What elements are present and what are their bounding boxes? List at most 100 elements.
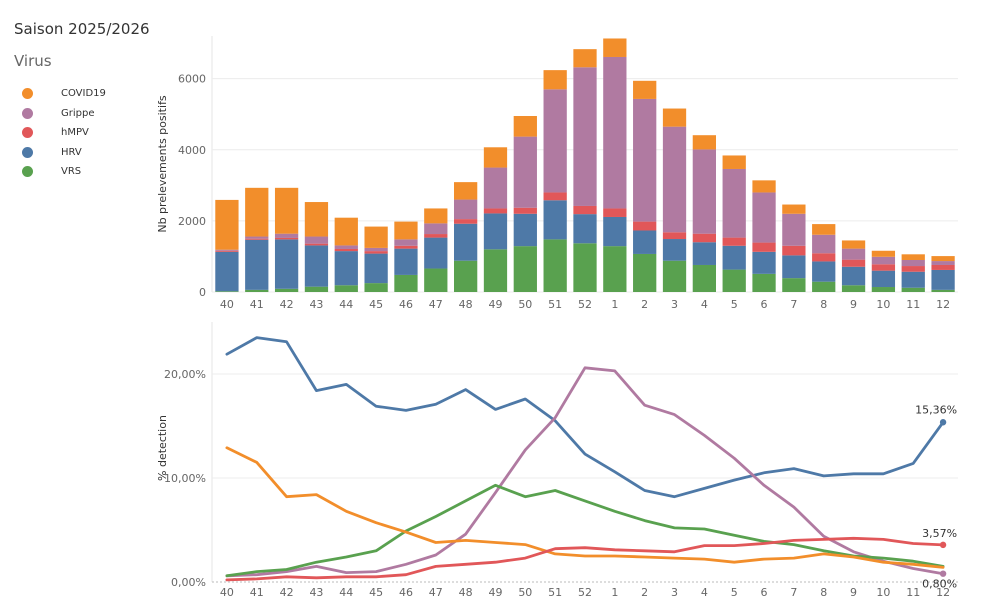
- bar-x-tick-label-11: 11: [906, 298, 920, 311]
- line-x-tick-label-49: 49: [488, 586, 502, 599]
- line-y-tick-label-10: 10,00%: [164, 472, 206, 485]
- line-y-tick-label-0: 0,00%: [171, 576, 206, 589]
- bar-hrv-week-7: [782, 255, 806, 279]
- bar-y-tick-label-0: 0: [199, 286, 206, 299]
- line-series-covid19: [225, 446, 945, 569]
- bar-covid19-week-7: [782, 204, 806, 214]
- bar-hmpv-week-44: [334, 248, 358, 252]
- bar-covid19-week-3: [662, 108, 687, 127]
- bar-covid19-week-47: [424, 208, 448, 224]
- line-series-grippe: [225, 366, 945, 578]
- legend-label-grippe: Grippe: [61, 107, 95, 119]
- bar-y-tick-label-2000: 2000: [178, 215, 206, 228]
- line-x-tick-label-46: 46: [399, 586, 413, 599]
- legend-item-vrs[interactable]: VRS: [22, 162, 106, 182]
- line-x-tick-label-41: 41: [250, 586, 264, 599]
- bar-grippe-week-4: [692, 149, 716, 234]
- legend-item-hrv[interactable]: HRV: [22, 143, 106, 163]
- legend-item-grippe[interactable]: Grippe: [22, 104, 106, 124]
- bar-x-tick-label-45: 45: [369, 298, 383, 311]
- line-end-label-hrv: 15,36%: [915, 403, 957, 416]
- bar-hrv-week-42: [274, 239, 299, 289]
- bar-grippe-week-2: [633, 98, 657, 222]
- line-x-tick-label-40: 40: [220, 586, 234, 599]
- bar-covid19-week-50: [513, 116, 537, 137]
- bar-vrs-week-51: [543, 239, 567, 292]
- line-end-label-grippe: 0,80%: [922, 578, 957, 591]
- bar-vrs-week-52: [573, 243, 597, 292]
- legend-swatch-vrs: [22, 166, 33, 178]
- line-x-tick-label-5: 5: [731, 586, 738, 599]
- bar-hrv-week-9: [841, 266, 866, 286]
- bar-covid19-week-10: [871, 250, 896, 257]
- bar-vrs-week-44: [334, 285, 358, 292]
- line-x-tick-label-45: 45: [369, 586, 383, 599]
- line-x-tick-label-11: 11: [906, 586, 920, 599]
- line-x-tick-label-8: 8: [820, 586, 827, 599]
- bar-grippe-week-6: [752, 192, 776, 243]
- bar-grippe-week-47: [424, 223, 448, 235]
- bar-hrv-week-43: [304, 245, 329, 287]
- bar-hmpv-week-2: [633, 221, 657, 231]
- bar-hmpv-week-40: [215, 250, 239, 252]
- bar-hrv-week-6: [752, 251, 776, 274]
- bar-hrv-week-2: [633, 230, 657, 254]
- bar-hmpv-week-3: [662, 232, 687, 240]
- bar-grippe-week-10: [871, 256, 896, 265]
- bar-vrs-week-41: [245, 289, 269, 292]
- bar-hmpv-week-8: [812, 253, 836, 262]
- stacked-bar-chart: 0 2000 4000 6000 Nb prelevements positifs 40 4…: [156, 36, 958, 311]
- bar-covid19-week-1: [603, 38, 627, 57]
- bar-hmpv-week-48: [454, 219, 478, 224]
- bar-grippe-week-5: [722, 168, 746, 238]
- line-x-tick-label-10: 10: [876, 586, 890, 599]
- legend-title: Virus: [14, 52, 52, 70]
- legend-item-covid19[interactable]: COVID19: [22, 84, 106, 104]
- bar-x-tick-label-9: 9: [850, 298, 857, 311]
- bar-vrs-week-8: [812, 281, 836, 292]
- bar-hmpv-week-42: [274, 237, 299, 240]
- bar-grippe-week-43: [304, 236, 329, 244]
- bar-grippe-week-45: [364, 247, 388, 252]
- line-x-tick-label-47: 47: [429, 586, 443, 599]
- bar-vrs-week-42: [274, 288, 299, 292]
- bar-x-tick-label-7: 7: [790, 298, 797, 311]
- bar-hmpv-week-46: [394, 245, 418, 249]
- bar-grippe-week-48: [454, 199, 478, 220]
- bar-hrv-week-46: [394, 248, 418, 275]
- bar-x-tick-label-46: 46: [399, 298, 413, 311]
- bar-covid19-week-52: [573, 49, 597, 68]
- bar-x-tick-label-4: 4: [701, 298, 708, 311]
- bar-covid19-week-48: [454, 182, 478, 200]
- legend-label-hrv: HRV: [61, 146, 82, 158]
- bar-vrs-week-1: [603, 246, 627, 292]
- bar-grippe-week-52: [573, 67, 597, 206]
- line-y-axis-label: % detection: [156, 415, 169, 481]
- bar-grippe-week-51: [543, 89, 567, 193]
- bar-hmpv-week-47: [424, 234, 448, 238]
- bar-vrs-week-43: [304, 286, 329, 292]
- bar-grippe-week-8: [812, 234, 836, 254]
- bar-hrv-week-1: [603, 216, 627, 247]
- bar-covid19-week-51: [543, 70, 567, 90]
- bar-y-tick-label-6000: 6000: [178, 73, 206, 86]
- bar-grippe-week-50: [513, 136, 537, 208]
- bar-hmpv-week-12: [931, 264, 955, 270]
- bar-hmpv-week-51: [543, 192, 567, 201]
- bar-grippe-week-40: [215, 249, 239, 251]
- line-y-tick-label-20: 20,00%: [164, 368, 206, 381]
- bar-x-tick-label-12: 12: [936, 298, 950, 311]
- bar-hmpv-week-9: [841, 259, 866, 267]
- line-x-tick-label-44: 44: [339, 586, 353, 599]
- bar-vrs-week-9: [841, 285, 866, 292]
- bar-covid19-week-43: [304, 202, 329, 237]
- bar-covid19-week-46: [394, 221, 418, 240]
- bar-covid19-week-49: [483, 147, 508, 168]
- bar-covid19-week-42: [274, 187, 299, 234]
- bar-covid19-week-40: [215, 199, 239, 250]
- legend-item-hmpv[interactable]: hMPV: [22, 123, 106, 143]
- bar-hmpv-week-49: [483, 208, 508, 214]
- bar-hmpv-week-1: [603, 208, 627, 217]
